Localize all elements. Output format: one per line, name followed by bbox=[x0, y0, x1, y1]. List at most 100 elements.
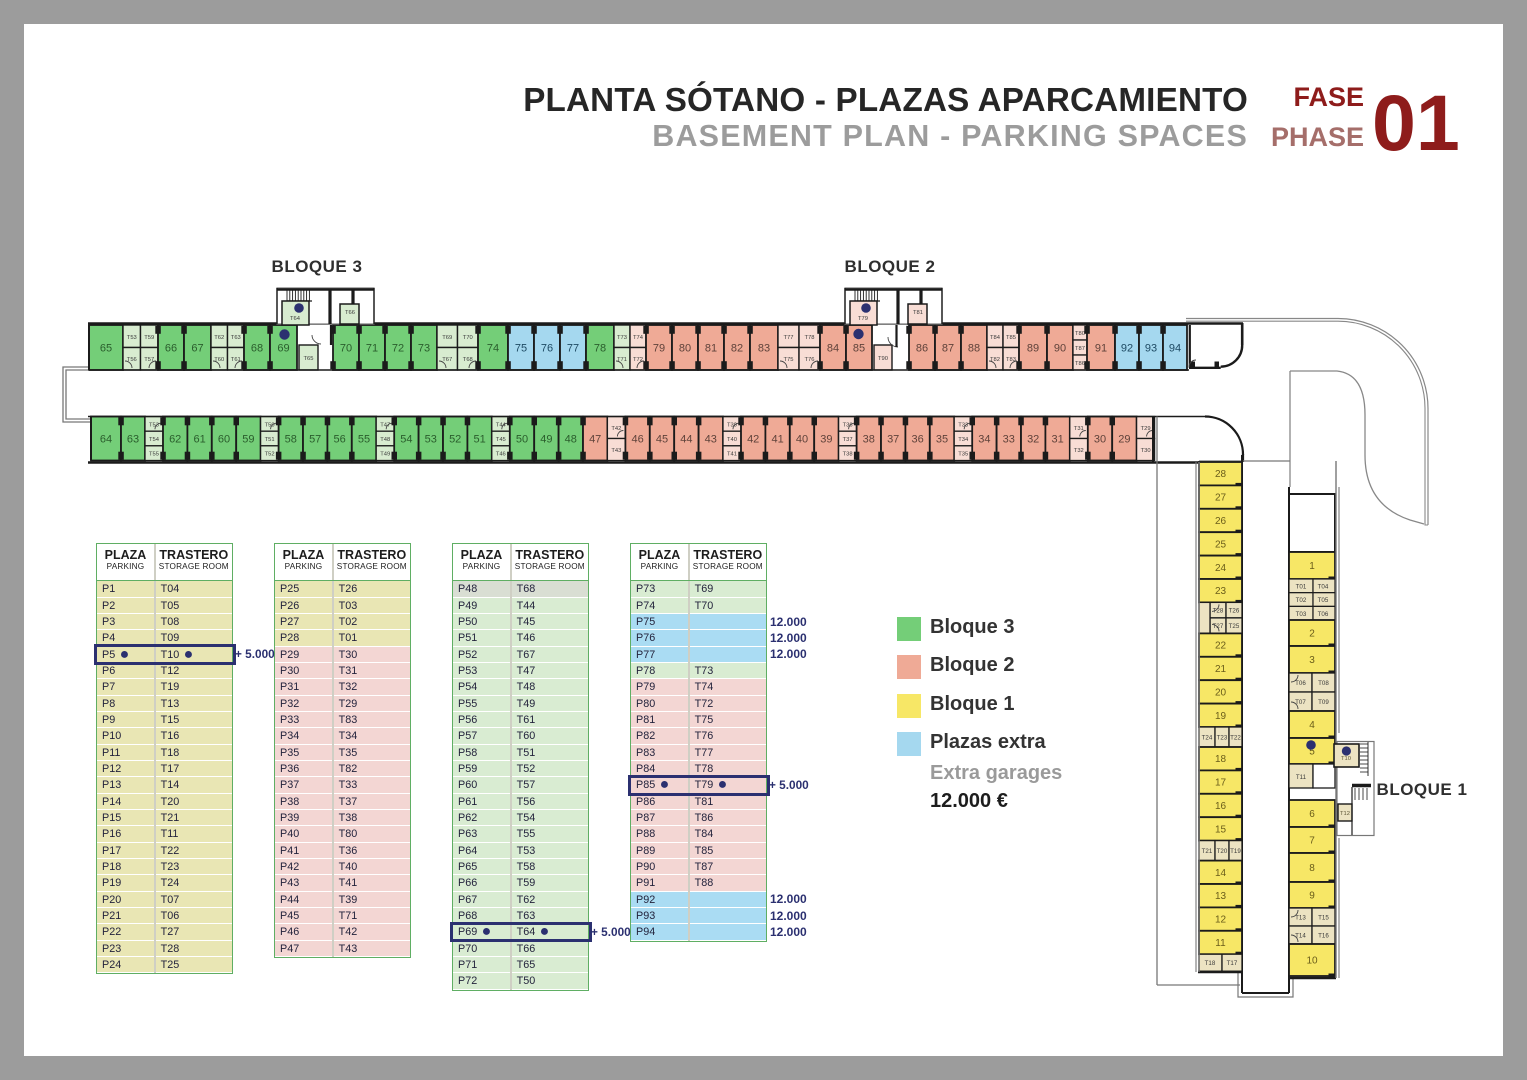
svg-text:BLOQUE 2: BLOQUE 2 bbox=[845, 257, 936, 276]
svg-text:89: 89 bbox=[1027, 343, 1039, 355]
svg-text:87: 87 bbox=[942, 343, 954, 355]
svg-text:T68: T68 bbox=[463, 357, 473, 363]
svg-text:16: 16 bbox=[1215, 801, 1227, 812]
svg-text:43: 43 bbox=[705, 434, 717, 446]
svg-text:T70: T70 bbox=[463, 335, 473, 341]
svg-text:63: 63 bbox=[127, 434, 139, 446]
svg-text:1: 1 bbox=[1309, 561, 1315, 572]
svg-text:T50: T50 bbox=[265, 422, 275, 428]
svg-text:6: 6 bbox=[1309, 809, 1315, 820]
svg-text:T87: T87 bbox=[1075, 346, 1085, 352]
svg-text:37: 37 bbox=[887, 434, 899, 446]
svg-text:5: 5 bbox=[1309, 747, 1315, 758]
svg-text:3: 3 bbox=[1309, 655, 1315, 666]
svg-text:T35: T35 bbox=[958, 452, 968, 458]
svg-text:31: 31 bbox=[1051, 434, 1063, 446]
svg-text:T49: T49 bbox=[380, 452, 390, 458]
svg-text:8: 8 bbox=[1309, 863, 1315, 874]
svg-text:85: 85 bbox=[853, 343, 865, 355]
svg-text:40: 40 bbox=[796, 434, 808, 446]
svg-text:T05: T05 bbox=[1318, 597, 1329, 604]
svg-text:T62: T62 bbox=[214, 335, 224, 341]
svg-text:T16: T16 bbox=[1318, 933, 1329, 940]
svg-text:T21: T21 bbox=[1202, 848, 1213, 855]
svg-text:T44: T44 bbox=[496, 422, 507, 428]
svg-text:T53: T53 bbox=[127, 335, 137, 341]
svg-text:44: 44 bbox=[680, 434, 692, 446]
svg-text:71: 71 bbox=[366, 343, 378, 355]
svg-text:T22: T22 bbox=[1230, 735, 1241, 742]
svg-text:BLOQUE 3: BLOQUE 3 bbox=[272, 257, 363, 276]
svg-text:28: 28 bbox=[1215, 469, 1227, 480]
svg-text:T81: T81 bbox=[913, 310, 923, 316]
svg-text:67: 67 bbox=[191, 343, 203, 355]
svg-text:T75: T75 bbox=[784, 357, 794, 363]
svg-text:46: 46 bbox=[631, 434, 643, 446]
svg-text:56: 56 bbox=[333, 434, 345, 446]
svg-text:23: 23 bbox=[1215, 586, 1227, 597]
svg-text:T86: T86 bbox=[1075, 361, 1085, 367]
svg-text:36: 36 bbox=[911, 434, 923, 446]
svg-text:82: 82 bbox=[731, 343, 743, 355]
svg-text:39: 39 bbox=[820, 434, 832, 446]
svg-text:30: 30 bbox=[1094, 434, 1106, 446]
svg-text:77: 77 bbox=[567, 343, 579, 355]
svg-text:T20: T20 bbox=[1217, 848, 1228, 855]
svg-text:T14: T14 bbox=[1295, 933, 1306, 940]
svg-text:26: 26 bbox=[1215, 516, 1227, 527]
svg-text:T41: T41 bbox=[727, 452, 737, 458]
svg-text:88: 88 bbox=[968, 343, 980, 355]
svg-text:T77: T77 bbox=[784, 335, 794, 341]
svg-text:T80: T80 bbox=[1075, 331, 1085, 337]
svg-text:65: 65 bbox=[100, 343, 112, 355]
svg-text:52: 52 bbox=[449, 434, 461, 446]
svg-text:T59: T59 bbox=[144, 335, 154, 341]
svg-text:T01: T01 bbox=[1296, 584, 1307, 591]
svg-text:14: 14 bbox=[1215, 868, 1227, 879]
svg-text:T73: T73 bbox=[617, 335, 627, 341]
svg-text:T31: T31 bbox=[1074, 426, 1084, 432]
svg-text:86: 86 bbox=[916, 343, 928, 355]
svg-text:75: 75 bbox=[515, 343, 527, 355]
svg-text:53: 53 bbox=[425, 434, 437, 446]
svg-text:34: 34 bbox=[978, 434, 990, 446]
svg-text:15: 15 bbox=[1215, 824, 1227, 835]
svg-text:T11: T11 bbox=[1296, 774, 1307, 781]
svg-text:72: 72 bbox=[392, 343, 404, 355]
svg-text:49: 49 bbox=[540, 434, 552, 446]
svg-text:74: 74 bbox=[487, 343, 499, 355]
svg-text:T17: T17 bbox=[1227, 960, 1238, 967]
svg-text:T29: T29 bbox=[1141, 426, 1151, 432]
svg-text:12: 12 bbox=[1215, 915, 1227, 926]
svg-text:T60: T60 bbox=[214, 357, 224, 363]
svg-text:T52: T52 bbox=[265, 452, 275, 458]
svg-text:T04: T04 bbox=[1318, 584, 1329, 591]
svg-text:2: 2 bbox=[1309, 629, 1315, 640]
svg-text:T34: T34 bbox=[958, 437, 969, 443]
svg-text:T56: T56 bbox=[127, 357, 137, 363]
svg-text:T27: T27 bbox=[1213, 623, 1224, 630]
svg-text:T03: T03 bbox=[1296, 611, 1307, 618]
svg-text:22: 22 bbox=[1215, 641, 1227, 652]
svg-text:33: 33 bbox=[1003, 434, 1015, 446]
svg-text:66: 66 bbox=[165, 343, 177, 355]
svg-text:58: 58 bbox=[285, 434, 297, 446]
svg-text:T79: T79 bbox=[858, 316, 868, 322]
svg-text:T38: T38 bbox=[843, 452, 853, 458]
svg-text:T32: T32 bbox=[1074, 448, 1084, 454]
svg-text:T25: T25 bbox=[1229, 623, 1240, 630]
svg-text:68: 68 bbox=[251, 343, 263, 355]
svg-text:4: 4 bbox=[1309, 720, 1315, 731]
svg-text:45: 45 bbox=[656, 434, 668, 446]
svg-text:T64: T64 bbox=[290, 316, 301, 322]
svg-text:70: 70 bbox=[340, 343, 352, 355]
svg-text:T30: T30 bbox=[1141, 448, 1151, 454]
svg-text:91: 91 bbox=[1095, 343, 1107, 355]
svg-text:27: 27 bbox=[1215, 493, 1227, 504]
svg-text:T76: T76 bbox=[805, 357, 815, 363]
svg-text:T07: T07 bbox=[1295, 699, 1306, 706]
svg-text:57: 57 bbox=[309, 434, 321, 446]
svg-text:T23: T23 bbox=[1217, 735, 1228, 742]
svg-text:10: 10 bbox=[1306, 956, 1318, 967]
svg-text:T24: T24 bbox=[1202, 735, 1213, 742]
